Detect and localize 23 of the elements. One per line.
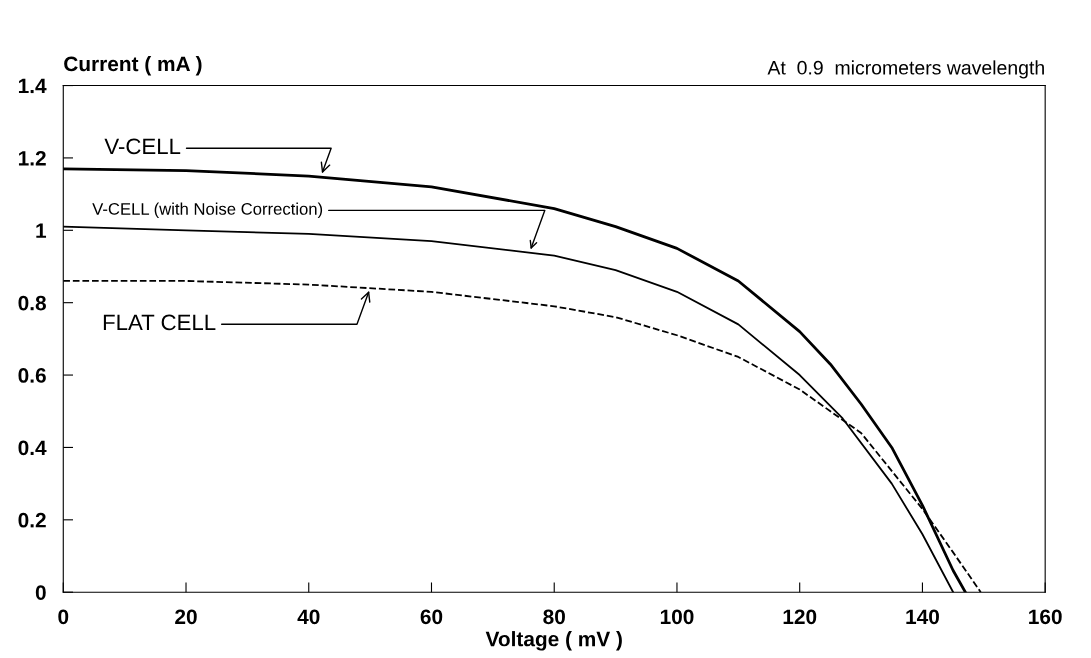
x-tick-label: 100: [660, 609, 694, 625]
chart-title: At 0.9 micrometers wavelength: [767, 60, 1044, 79]
y-tick-label: 0: [35, 585, 46, 600]
y-tick-label: 1: [36, 223, 47, 238]
x-tick-label: 80: [543, 609, 565, 625]
x-tick-label: 0: [58, 609, 69, 625]
x-tick-label: 40: [297, 609, 320, 625]
x-tick-label: 60: [420, 609, 443, 625]
y-tick-label: 0.6: [18, 368, 46, 383]
x-tick-label: 20: [175, 609, 197, 625]
y-tick-label: 0.8: [18, 295, 46, 311]
y-tick-label: 0.2: [18, 512, 46, 528]
annotation: FLAT CELL: [103, 314, 216, 331]
x-tick-label: 120: [783, 609, 817, 625]
x-tick-label: 160: [1029, 609, 1062, 625]
y-tick-label: 1.4: [18, 78, 47, 94]
y-tick-label: 1.2: [18, 150, 46, 166]
x-axis-title: Voltage ( mV ): [485, 631, 622, 651]
x-tick-label: 140: [906, 609, 939, 625]
y-axis-title: Current ( mA ): [64, 55, 202, 76]
annotation: V-CELL (with Noise Correction): [92, 202, 323, 219]
y-tick-label: 0.4: [18, 440, 47, 456]
annotation: V-CELL: [104, 138, 181, 155]
